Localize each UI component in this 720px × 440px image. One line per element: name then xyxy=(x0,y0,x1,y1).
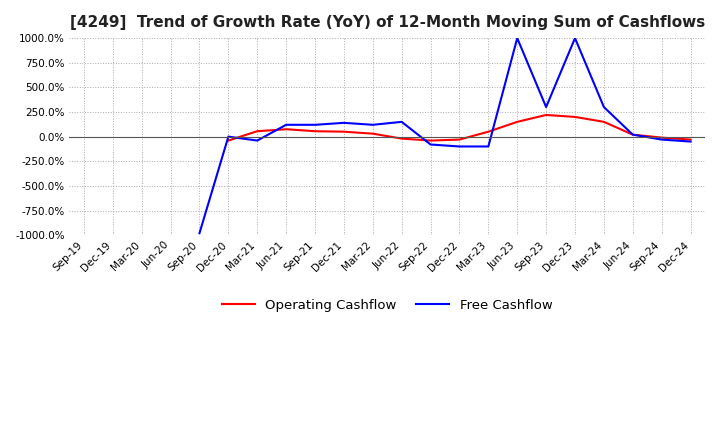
Legend: Operating Cashflow, Free Cashflow: Operating Cashflow, Free Cashflow xyxy=(217,293,558,317)
Operating Cashflow xyxy=(513,119,521,125)
Operating Cashflow xyxy=(657,135,666,140)
Free Cashflow xyxy=(542,104,551,110)
Free Cashflow xyxy=(397,119,406,125)
Operating Cashflow xyxy=(253,128,261,134)
Free Cashflow xyxy=(311,122,320,128)
Operating Cashflow xyxy=(397,136,406,141)
Operating Cashflow xyxy=(484,129,492,134)
Operating Cashflow xyxy=(282,127,290,132)
Free Cashflow xyxy=(571,36,580,41)
Operating Cashflow xyxy=(571,114,580,120)
Title: [4249]  Trend of Growth Rate (YoY) of 12-Month Moving Sum of Cashflows: [4249] Trend of Growth Rate (YoY) of 12-… xyxy=(70,15,705,30)
Free Cashflow xyxy=(224,134,233,139)
Operating Cashflow xyxy=(369,131,377,136)
Line: Operating Cashflow: Operating Cashflow xyxy=(228,115,690,140)
Free Cashflow xyxy=(629,132,637,137)
Operating Cashflow xyxy=(340,129,348,134)
Free Cashflow xyxy=(195,231,204,236)
Free Cashflow xyxy=(455,144,464,149)
Operating Cashflow xyxy=(600,119,608,125)
Free Cashflow xyxy=(426,142,435,147)
Operating Cashflow xyxy=(224,138,233,143)
Free Cashflow xyxy=(340,120,348,125)
Free Cashflow xyxy=(686,139,695,144)
Operating Cashflow xyxy=(686,137,695,142)
Operating Cashflow xyxy=(455,137,464,142)
Line: Free Cashflow: Free Cashflow xyxy=(199,38,690,233)
Free Cashflow xyxy=(253,138,261,143)
Free Cashflow xyxy=(657,137,666,142)
Operating Cashflow xyxy=(426,138,435,143)
Free Cashflow xyxy=(484,144,492,149)
Free Cashflow xyxy=(369,122,377,128)
Operating Cashflow xyxy=(311,128,320,134)
Free Cashflow xyxy=(513,36,521,41)
Free Cashflow xyxy=(282,122,290,128)
Free Cashflow xyxy=(600,104,608,110)
Operating Cashflow xyxy=(629,132,637,137)
Operating Cashflow xyxy=(542,112,551,117)
